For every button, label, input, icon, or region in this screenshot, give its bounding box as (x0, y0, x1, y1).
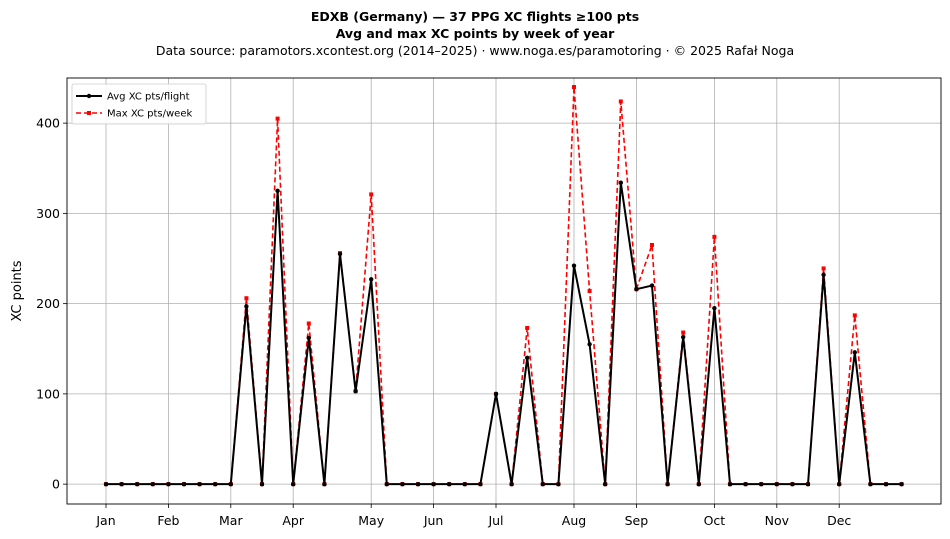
series-layer (103, 85, 904, 487)
avg-series-marker (431, 481, 436, 487)
avg-series-marker (665, 481, 670, 487)
avg-series-marker (275, 188, 280, 194)
avg-series-marker (852, 350, 857, 355)
avg-series-marker (883, 481, 889, 487)
avg-series-marker (837, 481, 842, 487)
avg-series-marker (259, 481, 265, 487)
y-tick-label: 200 (36, 296, 60, 311)
max-series-marker (525, 326, 530, 331)
x-tick-label: Apr (282, 513, 304, 528)
y-tick-label: 400 (36, 116, 60, 131)
avg-series-marker (493, 391, 499, 397)
avg-series-marker (556, 481, 561, 487)
avg-series-marker (369, 277, 374, 282)
avg-series-marker (696, 481, 701, 487)
avg-series-marker (228, 481, 233, 487)
x-tick-label: Jun (423, 513, 444, 528)
avg-series-marker (634, 286, 639, 292)
chart-subtitle: Avg and max XC points by week of year (335, 26, 615, 41)
max-series-marker (821, 266, 826, 271)
legend-avg-label: Avg XC pts/flight (107, 92, 190, 103)
avg-series-marker (540, 481, 545, 487)
max-series-marker (618, 99, 623, 104)
avg-series-marker (447, 481, 452, 487)
legend: Avg XC pts/flight Max XC pts/week (71, 83, 207, 125)
avg-series-marker (571, 263, 577, 268)
avg-series-marker (384, 481, 389, 487)
avg-series-marker (868, 481, 873, 487)
y-tick-label: 300 (36, 206, 60, 221)
avg-series-marker (712, 305, 717, 311)
avg-series-marker (899, 481, 904, 487)
avg-series-marker (150, 481, 155, 487)
max-series-marker (572, 85, 576, 90)
avg-series-marker (353, 388, 358, 394)
avg-series-marker (587, 342, 592, 347)
legend-box (71, 83, 207, 125)
avg-series-marker (603, 481, 608, 487)
legend-max-label: Max XC pts/week (107, 109, 192, 120)
max-series-marker (650, 242, 654, 247)
avg-series-marker (525, 355, 530, 360)
y-tick-label: 0 (52, 477, 60, 492)
plot-frame (66, 77, 942, 505)
x-tick-label: Nov (765, 513, 790, 528)
x-tick-label: Jul (487, 513, 503, 528)
avg-series-marker (415, 481, 421, 487)
avg-series-marker (197, 481, 202, 487)
avg-series-marker (291, 481, 296, 487)
x-tick-label: Sep (625, 513, 649, 528)
avg-series-line (106, 181, 902, 486)
max-series-marker (275, 116, 280, 121)
avg-series-marker (119, 481, 124, 487)
avg-series-marker (322, 481, 327, 487)
chart-title: EDXB (Germany) — 37 PPG XC flights ≥100 … (310, 9, 640, 24)
avg-series-marker (821, 272, 826, 277)
max-series-marker (306, 321, 311, 326)
max-series-marker (587, 289, 592, 293)
avg-series-marker (244, 304, 249, 309)
legend-avg-marker (86, 93, 92, 99)
chart-source: Data source: paramotors.xcontest.org (20… (155, 43, 795, 58)
avg-series-marker (306, 335, 311, 341)
max-series-marker (852, 313, 857, 318)
legend-max-marker (87, 111, 91, 115)
y-tick-label: 100 (36, 386, 60, 401)
chart-titles: EDXB (Germany) — 37 PPG XC flights ≥100 … (0, 8, 950, 59)
avg-series-marker (774, 481, 779, 487)
avg-series-marker (135, 481, 140, 487)
max-series-line (106, 86, 902, 485)
x-tick-label: May (358, 513, 384, 528)
avg-series-marker (805, 481, 811, 487)
avg-series-marker (727, 481, 733, 487)
x-tick-label: Aug (562, 513, 586, 528)
max-series-marker (681, 330, 686, 335)
x-tick-label: Dec (827, 513, 851, 528)
avg-series-marker (400, 481, 405, 487)
x-tick-label: Mar (219, 513, 243, 528)
x-tick-label: Feb (157, 513, 179, 528)
avg-series-marker (103, 481, 109, 487)
y-axis-label: XC points (10, 260, 25, 321)
max-series-marker (712, 234, 717, 239)
avg-series-marker (478, 481, 483, 487)
avg-series-marker (166, 481, 171, 487)
x-tick-label: Jan (95, 513, 115, 528)
avg-series-marker (743, 481, 748, 487)
max-series-marker (369, 192, 374, 197)
avg-series-marker (181, 481, 187, 487)
avg-series-marker (618, 180, 623, 185)
x-tick-label: Oct (704, 513, 726, 528)
avg-series-marker (681, 334, 686, 340)
max-series-marker (244, 296, 249, 301)
avg-series-marker (213, 481, 218, 487)
avg-series-marker (790, 481, 795, 487)
avg-series-marker (509, 481, 514, 487)
axes: 0 100 200 300 400 Jan Feb Mar Apr May Jun Jul Aug Sep… (36, 116, 851, 528)
avg-series-marker (462, 481, 467, 487)
avg-series-marker (649, 283, 655, 288)
avg-series-marker (759, 481, 764, 487)
avg-series-marker (337, 251, 343, 257)
